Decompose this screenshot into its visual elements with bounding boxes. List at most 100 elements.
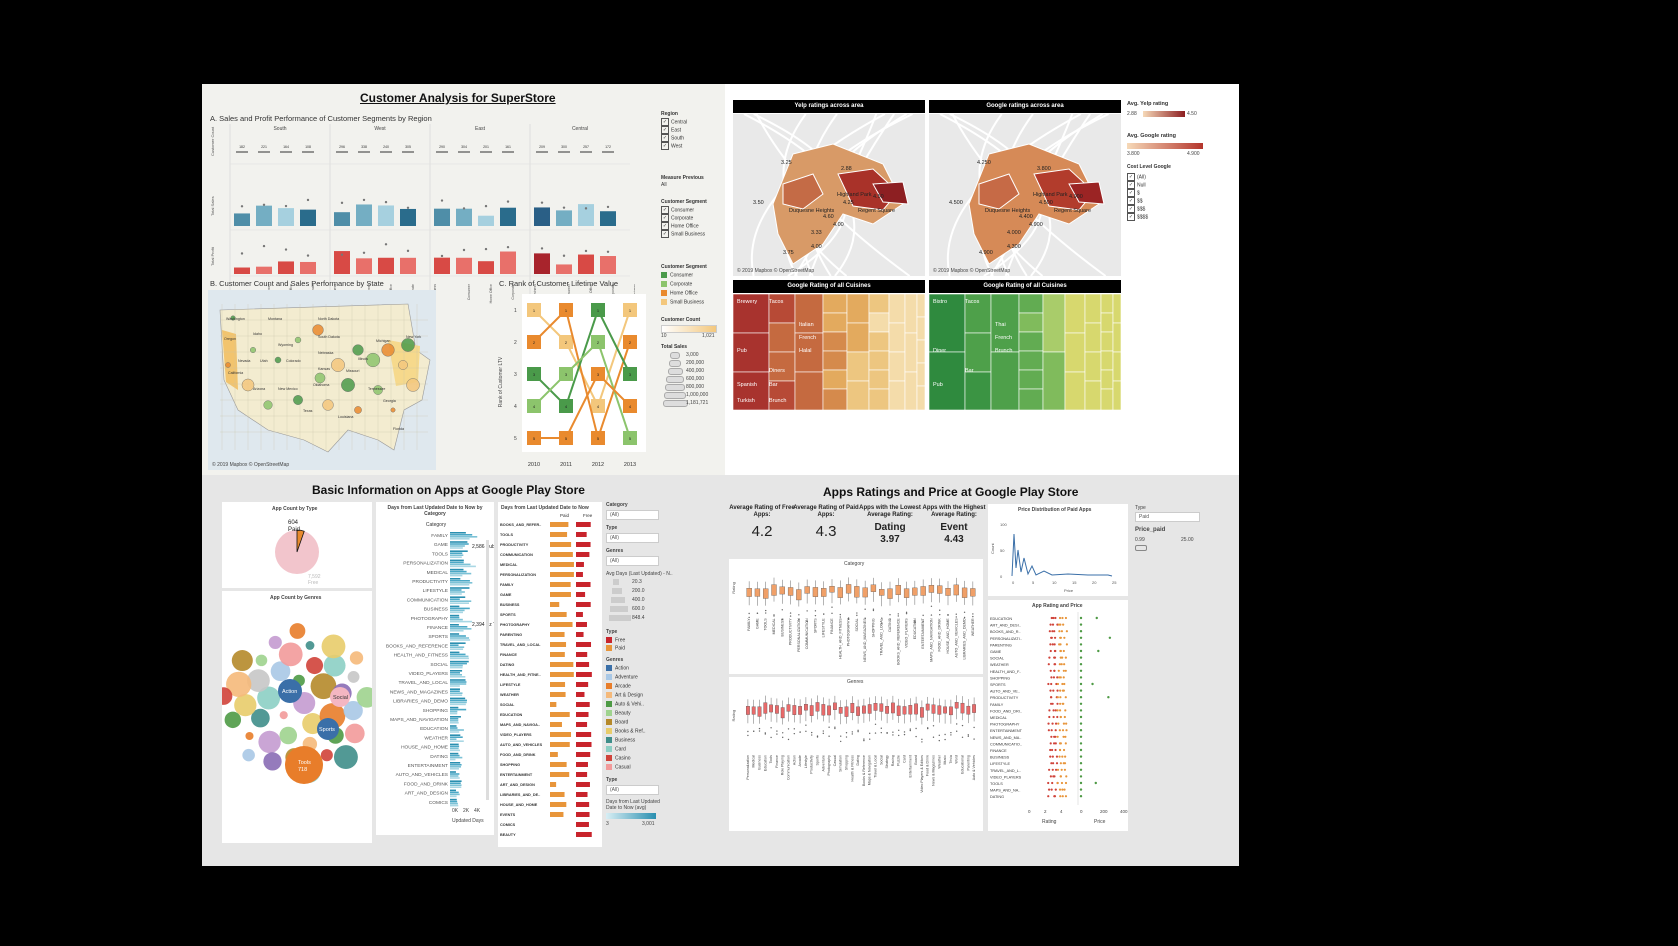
category-boxplot: Rating FAMILY GAME TOOLS MEDICAL BUSINESS PROD… bbox=[731, 577, 976, 665]
checkbox[interactable]: ✓ bbox=[661, 118, 669, 126]
legend-label: Auto & Vehi.. bbox=[615, 701, 644, 708]
treemap-cell bbox=[768, 294, 796, 324]
checkbox[interactable]: ✓ bbox=[661, 134, 669, 142]
days-bar bbox=[450, 589, 462, 591]
category-tick: VIDEO_PLAYERS bbox=[500, 733, 532, 737]
arp-category-tick: FAMILY bbox=[990, 703, 1004, 707]
profit-bar bbox=[534, 253, 550, 274]
state-label: Louisiana bbox=[338, 415, 353, 419]
treemap-cell bbox=[822, 369, 848, 390]
filter-dropdown[interactable]: (All) bbox=[606, 533, 659, 543]
segment-filter-item[interactable]: ✓ Consumer bbox=[661, 206, 694, 214]
segment-filter-item[interactable]: ✓ Home Office bbox=[661, 222, 699, 230]
cost-filter-label: $$ bbox=[1137, 198, 1143, 205]
box-tick: Entertainment bbox=[908, 755, 912, 777]
cost-filter-item[interactable]: ✓ Null bbox=[1127, 181, 1146, 189]
checkbox[interactable]: ✓ bbox=[1127, 205, 1135, 213]
sales-bar bbox=[500, 207, 516, 226]
legend-swatch bbox=[606, 701, 612, 707]
cost-filter-item[interactable]: ✓ $$$$ bbox=[1127, 213, 1148, 221]
type-filter-dropdown[interactable]: Paid bbox=[1135, 512, 1200, 522]
rating-dot bbox=[1061, 755, 1064, 758]
box bbox=[780, 707, 785, 719]
region-filter-item[interactable]: ✓ East bbox=[661, 126, 681, 134]
rating-dot bbox=[1056, 781, 1059, 785]
legend-swatch bbox=[606, 719, 612, 725]
region-filter-item[interactable]: ✓ Central bbox=[661, 118, 687, 126]
profit-bar bbox=[400, 257, 416, 274]
cost-filter-item[interactable]: ✓ $ bbox=[1127, 189, 1140, 197]
count-value: 290 bbox=[439, 145, 445, 149]
filter-dropdown[interactable]: (All) bbox=[606, 510, 659, 520]
paid-bar bbox=[550, 812, 564, 817]
paid-bar bbox=[550, 772, 570, 777]
x-tick: 0K bbox=[452, 808, 459, 814]
type2-dropdown[interactable]: (All) bbox=[606, 785, 659, 795]
avg-days-title: Avg Days (Last Updated) - N.. bbox=[606, 571, 673, 577]
cost-filter-item[interactable]: ✓ $$$ bbox=[1127, 205, 1145, 213]
arp-category-tick: PARENTING bbox=[990, 643, 1012, 647]
days-bar bbox=[450, 725, 457, 727]
region-filter-item[interactable]: ✓ South bbox=[661, 134, 684, 142]
category-tick: EDUCATION bbox=[420, 726, 448, 732]
dashboard-board: Customer Analysis for SuperStore A. Sale… bbox=[202, 84, 1239, 866]
box bbox=[809, 705, 814, 716]
rating-axis-label: Rating bbox=[731, 582, 736, 594]
rank-square bbox=[559, 335, 573, 349]
treemap-cell bbox=[868, 312, 890, 333]
checkbox[interactable]: ✓ bbox=[1127, 189, 1135, 197]
genres-title: App Count by Genres bbox=[270, 595, 322, 601]
days-bar bbox=[450, 674, 462, 676]
measure-value[interactable]: All bbox=[661, 182, 667, 188]
treemap-label: Bar bbox=[769, 382, 778, 388]
paid-bar bbox=[550, 552, 573, 557]
free-bar bbox=[576, 662, 590, 667]
price-ytick: 50 bbox=[1000, 548, 1005, 553]
rank-square-label: 1 bbox=[629, 308, 632, 313]
days-bar bbox=[450, 633, 460, 635]
checkbox[interactable]: ✓ bbox=[661, 222, 669, 230]
genre-bubble bbox=[320, 749, 333, 762]
outlier bbox=[915, 735, 917, 738]
map-label: 4.300 bbox=[1007, 244, 1021, 250]
cost-filter-item[interactable]: ✓ $$ bbox=[1127, 197, 1143, 205]
checkbox[interactable]: ✓ bbox=[1127, 181, 1135, 189]
segment-filter-item[interactable]: ✓ Small Business bbox=[661, 230, 705, 238]
checkbox[interactable]: ✓ bbox=[661, 126, 669, 134]
box-tick: Casual bbox=[833, 755, 837, 766]
segment-filter-item[interactable]: ✓ Corporate bbox=[661, 214, 693, 222]
category-tick: FOOD_AND_DRINK bbox=[500, 753, 536, 757]
days-bar bbox=[450, 672, 460, 674]
rating-dot bbox=[1047, 722, 1050, 725]
filter-label: Category bbox=[606, 502, 628, 508]
outlier bbox=[787, 728, 790, 730]
cost-filter-item[interactable]: ✓ (All) bbox=[1127, 173, 1146, 181]
checkbox[interactable]: ✓ bbox=[1127, 173, 1135, 181]
profit-prev-dot bbox=[362, 251, 366, 254]
filter-dropdown[interactable]: (All) bbox=[606, 556, 659, 566]
rating-dot bbox=[1065, 775, 1068, 778]
outlier bbox=[793, 728, 795, 730]
checkbox[interactable]: ✓ bbox=[1127, 197, 1135, 205]
category-tick: ENTERTAINMENT bbox=[500, 773, 533, 777]
region-filter-item[interactable]: ✓ West bbox=[661, 142, 682, 150]
cuisine-treemap-red: Brewery Tacos Italian French Halal Pub Diners S… bbox=[733, 294, 925, 410]
arp-category-tick: MEDICAL bbox=[990, 716, 1007, 720]
checkbox[interactable]: ✓ bbox=[1127, 213, 1135, 221]
legend-label: Books & Ref.. bbox=[615, 728, 646, 735]
paid-value: 604 bbox=[288, 520, 299, 526]
checkbox[interactable]: ✓ bbox=[661, 214, 669, 222]
checkbox[interactable]: ✓ bbox=[661, 230, 669, 238]
kpi-label: Average Rating of Free Apps: bbox=[729, 505, 795, 518]
profit-bar bbox=[300, 261, 316, 274]
rating-dot bbox=[1055, 762, 1059, 765]
free-value: 7,592 bbox=[308, 574, 321, 580]
box bbox=[751, 706, 756, 715]
google-legend-min: 3.800 bbox=[1127, 151, 1140, 157]
rating-dot bbox=[1059, 689, 1062, 692]
days-bar bbox=[450, 644, 459, 646]
checkbox[interactable]: ✓ bbox=[661, 206, 669, 214]
checkbox[interactable]: ✓ bbox=[661, 142, 669, 150]
price-paid-slider[interactable] bbox=[1135, 545, 1147, 551]
box bbox=[845, 584, 852, 594]
